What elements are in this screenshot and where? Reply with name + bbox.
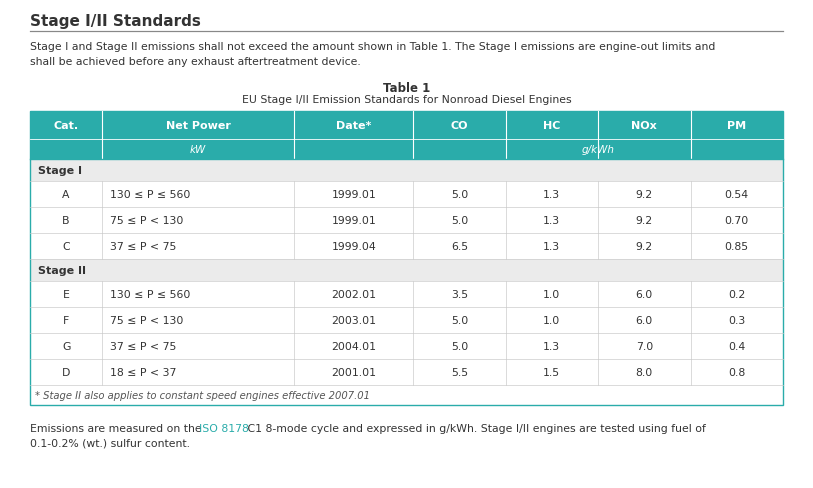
Text: 5.0: 5.0	[450, 315, 468, 325]
Text: 130 ≤ P ≤ 560: 130 ≤ P ≤ 560	[111, 190, 190, 200]
Text: 1.5: 1.5	[543, 367, 560, 377]
Text: Stage I and Stage II emissions shall not exceed the amount shown in Table 1. The: Stage I and Stage II emissions shall not…	[30, 42, 715, 52]
Text: Stage II: Stage II	[38, 265, 86, 275]
Text: g/kWh: g/kWh	[581, 145, 615, 155]
Text: 2004.01: 2004.01	[331, 341, 376, 351]
Text: 1999.04: 1999.04	[331, 242, 376, 251]
Text: 1.3: 1.3	[543, 216, 560, 225]
Text: Date*: Date*	[336, 121, 372, 131]
Text: 2001.01: 2001.01	[331, 367, 376, 377]
Bar	[30, 359, 783, 385]
Text: Stage I/II Standards: Stage I/II Standards	[30, 14, 201, 29]
Bar	[30, 234, 783, 260]
Text: G: G	[62, 341, 70, 351]
Text: * Stage II also applies to constant speed engines effective 2007.01: * Stage II also applies to constant spee…	[35, 390, 370, 400]
Text: Table 1: Table 1	[383, 82, 430, 95]
Text: 7.0: 7.0	[636, 341, 653, 351]
Text: F: F	[63, 315, 69, 325]
Bar	[30, 112, 783, 405]
Text: 2002.01: 2002.01	[331, 289, 376, 299]
Text: E: E	[63, 289, 70, 299]
Text: 75 ≤ P < 130: 75 ≤ P < 130	[111, 315, 184, 325]
Text: B: B	[63, 216, 70, 225]
Text: 6.0: 6.0	[636, 315, 653, 325]
Text: Net Power: Net Power	[166, 121, 231, 131]
Text: Stage I: Stage I	[38, 165, 82, 176]
Text: C: C	[63, 242, 70, 251]
Text: 9.2: 9.2	[636, 216, 653, 225]
Text: 0.2: 0.2	[728, 289, 746, 299]
Text: 1.3: 1.3	[543, 242, 560, 251]
Text: 8.0: 8.0	[636, 367, 653, 377]
Text: CO: CO	[450, 121, 468, 131]
Text: 5.0: 5.0	[450, 190, 468, 200]
Bar	[30, 260, 783, 282]
Text: 0.8: 0.8	[728, 367, 746, 377]
Text: 75 ≤ P < 130: 75 ≤ P < 130	[111, 216, 184, 225]
Text: 9.2: 9.2	[636, 242, 653, 251]
Text: 1.0: 1.0	[543, 315, 560, 325]
Text: C1 8-mode cycle and expressed in g/kWh. Stage I/II engines are tested using fuel: C1 8-mode cycle and expressed in g/kWh. …	[244, 423, 706, 433]
Bar	[30, 307, 783, 333]
Bar	[30, 140, 783, 160]
Text: 0.54: 0.54	[724, 190, 749, 200]
Bar	[30, 182, 783, 207]
Text: D: D	[62, 367, 70, 377]
Bar	[30, 207, 783, 234]
Text: ISO 8178: ISO 8178	[199, 423, 249, 433]
Bar	[30, 112, 783, 140]
Text: A: A	[63, 190, 70, 200]
Text: 130 ≤ P ≤ 560: 130 ≤ P ≤ 560	[111, 289, 190, 299]
Text: 1999.01: 1999.01	[331, 216, 376, 225]
Text: 0.1-0.2% (wt.) sulfur content.: 0.1-0.2% (wt.) sulfur content.	[30, 437, 190, 447]
Text: 1.3: 1.3	[543, 190, 560, 200]
Text: Emissions are measured on the: Emissions are measured on the	[30, 423, 205, 433]
Text: 5.5: 5.5	[450, 367, 468, 377]
Text: 6.0: 6.0	[636, 289, 653, 299]
Text: 1999.01: 1999.01	[331, 190, 376, 200]
Text: 37 ≤ P < 75: 37 ≤ P < 75	[111, 242, 176, 251]
Text: 37 ≤ P < 75: 37 ≤ P < 75	[111, 341, 176, 351]
Text: EU Stage I/II Emission Standards for Nonroad Diesel Engines: EU Stage I/II Emission Standards for Non…	[241, 95, 572, 105]
Text: 18 ≤ P < 37: 18 ≤ P < 37	[111, 367, 176, 377]
Text: 1.0: 1.0	[543, 289, 560, 299]
Text: shall be achieved before any exhaust aftertreatment device.: shall be achieved before any exhaust aft…	[30, 57, 361, 67]
Text: HC: HC	[543, 121, 560, 131]
Text: 2003.01: 2003.01	[331, 315, 376, 325]
Text: 0.70: 0.70	[724, 216, 749, 225]
Text: 0.85: 0.85	[724, 242, 749, 251]
Bar	[30, 333, 783, 359]
Text: 9.2: 9.2	[636, 190, 653, 200]
Text: 5.0: 5.0	[450, 341, 468, 351]
Bar	[30, 385, 783, 405]
Text: kW: kW	[190, 145, 207, 155]
Text: 0.4: 0.4	[728, 341, 746, 351]
Text: PM: PM	[727, 121, 746, 131]
Text: Cat.: Cat.	[54, 121, 79, 131]
Bar	[30, 160, 783, 182]
Text: 1.3: 1.3	[543, 341, 560, 351]
Bar	[30, 282, 783, 307]
Text: 5.0: 5.0	[450, 216, 468, 225]
Text: 0.3: 0.3	[728, 315, 746, 325]
Text: NOx: NOx	[632, 121, 657, 131]
Text: 3.5: 3.5	[450, 289, 468, 299]
Text: 6.5: 6.5	[450, 242, 468, 251]
